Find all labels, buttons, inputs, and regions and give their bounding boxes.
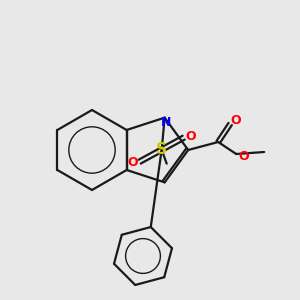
Text: N: N (160, 116, 171, 129)
Text: S: S (156, 142, 167, 157)
Text: O: O (230, 115, 241, 128)
Text: O: O (128, 156, 138, 169)
Text: O: O (238, 149, 248, 163)
Text: O: O (185, 130, 196, 143)
